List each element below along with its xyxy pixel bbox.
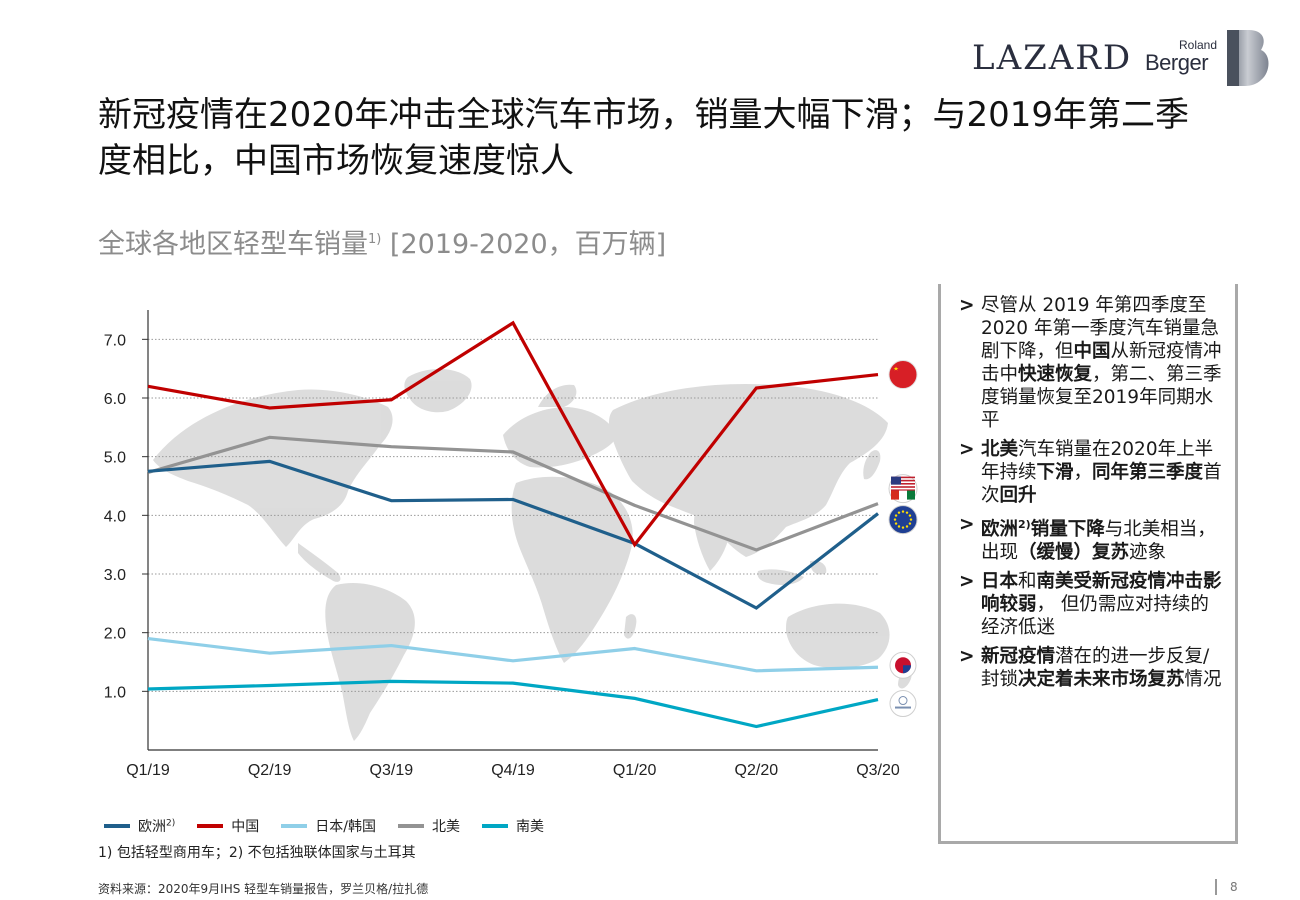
x-tick-label: Q1/19	[126, 762, 170, 779]
finding-emphasis: （缓慢）复苏	[1018, 542, 1130, 564]
finding-emphasis: 北美	[981, 439, 1019, 460]
bullet-marker-icon: >	[959, 295, 975, 316]
x-tick-label: Q2/19	[248, 762, 292, 779]
legend-label: 南美	[515, 819, 544, 835]
y-tick-label: 3.0	[104, 567, 126, 584]
japan-korea-flag-icon	[889, 651, 917, 679]
finding-bullet: > 日本和南美受新冠疫情冲击影响较弱， 但仍需应对持续的经济低迷	[959, 570, 1227, 639]
finding-bullet: > 尽管从 2019 年第四季度至2020 年第一季度汽车销量急剧下降，但中国从新…	[959, 294, 1227, 432]
page-divider	[1215, 879, 1217, 895]
finding-text: ， 但仍需应对持续的经济低迷	[981, 594, 1209, 639]
finding-text: 汽车销量在2020年上半年持续	[981, 439, 1214, 483]
legend-item: 日本/韩国	[281, 816, 376, 836]
finding-text: 首次	[981, 462, 1222, 506]
y-tick-label: 5.0	[104, 450, 126, 467]
x-tick-label: Q3/20	[856, 762, 900, 779]
subtitle-sup: 1)	[368, 232, 382, 247]
y-tick-label: 2.0	[104, 626, 126, 643]
sales-line-chart: 1.0 2.0 3.0 4.0 5.0 6.0 7.0 Q1/19 Q2/19 Q3/19 Q4/1…	[104, 310, 918, 779]
key-findings-panel: > 尽管从 2019 年第四季度至2020 年第一季度汽车销量急剧下降，但中国从新…	[938, 284, 1238, 844]
finding-text: ，	[1073, 462, 1093, 483]
finding-emphasis: 决定着未来市场复苏	[1018, 669, 1185, 691]
finding-bullet: > 欧洲2)销量下降与北美相当，出现（缓慢）复苏迹象	[959, 513, 1227, 564]
bullet-marker-icon: >	[959, 646, 975, 668]
series-line-0	[147, 459, 879, 610]
key-findings-list: > 尽管从 2019 年第四季度至2020 年第一季度汽车销量急剧下降，但中国从新…	[941, 284, 1235, 691]
finding-emphasis: 日本	[981, 571, 1019, 593]
y-tick-label: 7.0	[104, 332, 126, 349]
chart-grid	[148, 338, 878, 692]
chart-axes: 1.0 2.0 3.0 4.0 5.0 6.0 7.0 Q1/19 Q2/19 Q3/19 Q4/1…	[104, 310, 900, 779]
finding-text: 和	[1018, 571, 1037, 593]
eu-flag-icon	[888, 505, 918, 535]
chart-flags	[888, 360, 918, 718]
finding-emphasis: 下滑	[1036, 462, 1074, 483]
legend-item: 中国	[197, 816, 259, 836]
subtitle-unit: [2019-2020，百万辆]	[381, 229, 667, 260]
legend-label: 日本/韩国	[315, 819, 376, 835]
legend-swatch	[397, 824, 424, 828]
page-number: 8	[1230, 880, 1238, 894]
bullet-marker-icon: >	[959, 571, 975, 593]
y-tick-label: 6.0	[104, 391, 126, 408]
subtitle-main: 全球各地区轻型车销量	[98, 229, 368, 260]
legend-label: 中国	[231, 819, 260, 835]
legend-item: 欧洲2)	[104, 816, 175, 836]
x-tick-label: Q3/19	[370, 762, 414, 779]
finding-text: ，第二、第三季度销量恢复至2019年同期水平	[981, 364, 1222, 431]
roland-berger-logo: Roland Berger	[1145, 30, 1275, 90]
bullet-marker-icon: >	[959, 439, 975, 460]
series-line-1	[147, 320, 879, 548]
finding-emphasis: 2)	[1018, 518, 1031, 531]
legend-swatch	[281, 824, 308, 828]
legend-swatch	[104, 824, 130, 828]
legend-swatch	[197, 824, 224, 828]
finding-text: 迹象	[1129, 542, 1167, 564]
legend-swatch	[481, 824, 508, 828]
finding-emphasis: 回升	[999, 485, 1037, 506]
finding-bullet: > 新冠疫情潜在的进一步反复/封锁决定着未来市场复苏情况	[959, 645, 1227, 691]
logo-roland-text: Roland	[1179, 38, 1218, 52]
finding-text: 潜在的进一步反复/封锁	[981, 646, 1210, 691]
world-map-background	[153, 368, 912, 741]
finding-emphasis: 同年第三季度	[1092, 462, 1204, 483]
legend-item: 南美	[481, 816, 544, 836]
south-america-flag-icon	[889, 690, 917, 718]
finding-emphasis: 欧洲	[981, 519, 1019, 541]
finding-text: 情况	[1184, 669, 1222, 691]
series-line-3	[147, 435, 879, 552]
legend-sup: 2)	[166, 818, 176, 829]
bullet-marker-icon: >	[959, 514, 975, 535]
series-line-4	[147, 679, 879, 729]
finding-emphasis: 南美受新冠疫情冲击影响较弱	[981, 571, 1222, 616]
legend-label: 北美	[431, 819, 460, 835]
y-tick-label: 4.0	[104, 508, 126, 525]
finding-emphasis: 销量下降	[1030, 519, 1105, 541]
finding-text: 尽管从 2019 年第四季度至2020 年第一季度汽车销量急剧下降，但	[981, 295, 1219, 362]
page-title: 新冠疫情在2020年冲击全球汽车市场，销量大幅下滑；与2019年第二季度相比，中…	[98, 95, 1190, 181]
x-tick-label: Q2/20	[735, 762, 779, 779]
x-tick-label: Q1/20	[613, 762, 657, 779]
logo-berger-text: Berger	[1145, 50, 1209, 75]
usa-canada-mexico-flag-icon	[888, 474, 918, 504]
china-flag-icon	[888, 360, 918, 390]
legend-label: 欧洲2)	[138, 818, 176, 835]
chart-subtitle: 全球各地区轻型车销量1) [2019-2020，百万辆]	[98, 222, 666, 261]
finding-text: 从新冠疫情冲击中	[981, 341, 1222, 385]
chart-legend: 欧洲2) 中国 日本/韩国 北美 南美	[104, 816, 544, 836]
finding-text: 与北美相当，出现	[981, 519, 1216, 564]
source-note: 资料来源：2020年9月IHS 轻型车销量报告，罗兰贝格/拉扎德	[98, 882, 429, 896]
chart-series	[147, 320, 879, 729]
series-line-2	[147, 636, 879, 673]
legend-item: 北美	[397, 816, 460, 836]
finding-emphasis: 快速恢复	[1018, 364, 1093, 385]
y-tick-label: 1.0	[104, 684, 126, 701]
lazard-logo: LAZARD	[972, 38, 1133, 78]
finding-emphasis: 新冠疫情	[981, 646, 1056, 668]
roland-berger-b-mark-icon	[1227, 30, 1269, 86]
finding-bullet: > 北美汽车销量在2020年上半年持续下滑，同年第三季度首次回升	[959, 438, 1227, 507]
x-tick-label: Q4/19	[491, 762, 535, 779]
finding-emphasis: 中国	[1073, 341, 1111, 362]
footnote: 1) 包括轻型商用车；2) 不包括独联体国家与土耳其	[98, 845, 416, 861]
